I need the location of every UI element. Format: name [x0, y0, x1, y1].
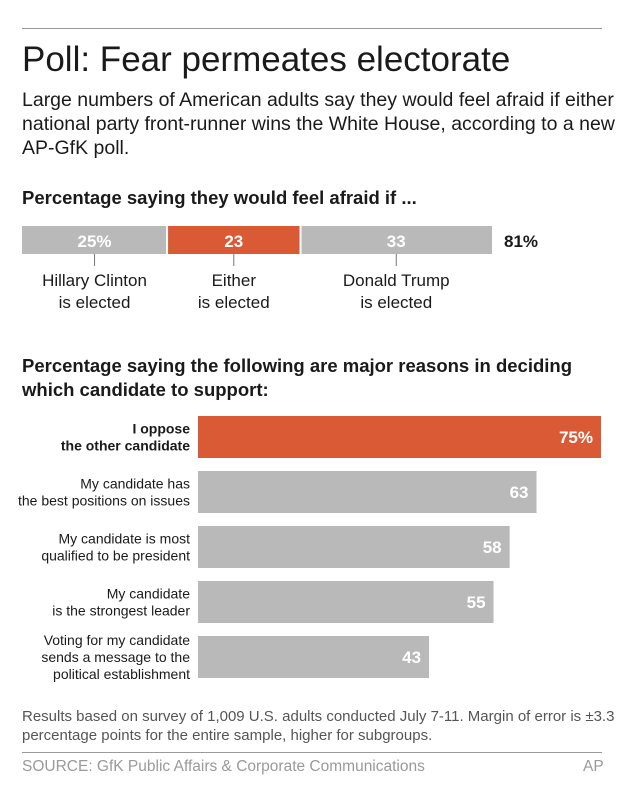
- reason-category-label: the other candidate: [61, 438, 190, 454]
- reason-bar: [198, 471, 537, 513]
- segment-divider: [166, 226, 169, 254]
- bottom-rule: [22, 752, 602, 753]
- reason-category-label: Voting for my candidate: [44, 632, 191, 648]
- reason-category-label: sends a message to the: [41, 649, 190, 665]
- afraid-segment-bar: [300, 226, 492, 254]
- afraid-category-label: is elected: [59, 293, 131, 312]
- afraid-value-label: 23: [224, 232, 243, 251]
- afraid-chart-title: Percentage saying they would feel afraid…: [22, 187, 417, 208]
- reason-bar: [198, 636, 430, 678]
- afraid-value-label: 25%: [78, 232, 112, 251]
- reason-value-label: 43: [402, 648, 421, 667]
- reason-value-label: 63: [510, 483, 529, 502]
- afraid-stacked-bar-chart: 25% Hillary Clinton is elected 23 Either is e…: [22, 226, 538, 312]
- chart-title: Poll: Fear permeates electorate: [22, 40, 511, 79]
- afraid-segment-bar: [167, 226, 301, 254]
- survey-footnote: Results based on survey of 1,009 U.S. ad…: [22, 708, 615, 744]
- reason-value-label: 55: [467, 593, 486, 612]
- reason-value-label: 75%: [559, 428, 593, 447]
- afraid-category-label: is elected: [198, 293, 270, 312]
- reason-bar: [198, 581, 494, 623]
- reasons-chart-title: Percentage saying the following are majo…: [22, 355, 573, 400]
- reason-category-label: is the strongest leader: [52, 603, 190, 619]
- afraid-segment-bar: [22, 226, 168, 254]
- credit-label: AP: [583, 758, 604, 775]
- reason-category-label: political establishment: [53, 666, 190, 682]
- reason-category-label: My candidate is most: [59, 531, 191, 547]
- reason-bar: [198, 526, 510, 568]
- chart-subtitle: Large numbers of American adults say the…: [22, 89, 615, 159]
- reason-bar: [198, 416, 601, 458]
- reason-category-label: My candidate has: [80, 476, 190, 492]
- reason-value-label: 58: [483, 538, 502, 557]
- afraid-value-label: 33: [387, 232, 406, 251]
- afraid-category-label: Either: [212, 271, 257, 290]
- reason-category-label: I oppose: [132, 421, 190, 437]
- reason-category-label: the best positions on issues: [18, 493, 190, 509]
- afraid-category-label: Donald Trump: [343, 271, 450, 290]
- segment-divider: [299, 226, 302, 254]
- reason-category-label: My candidate: [107, 586, 190, 602]
- afraid-total-label: 81%: [504, 232, 538, 251]
- reason-category-label: qualified to be president: [41, 548, 190, 564]
- afraid-category-label: is elected: [360, 293, 432, 312]
- top-rule: [22, 28, 602, 29]
- afraid-category-label: Hillary Clinton: [42, 271, 147, 290]
- source-line: SOURCE: GfK Public Affairs & Corporate C…: [22, 758, 425, 775]
